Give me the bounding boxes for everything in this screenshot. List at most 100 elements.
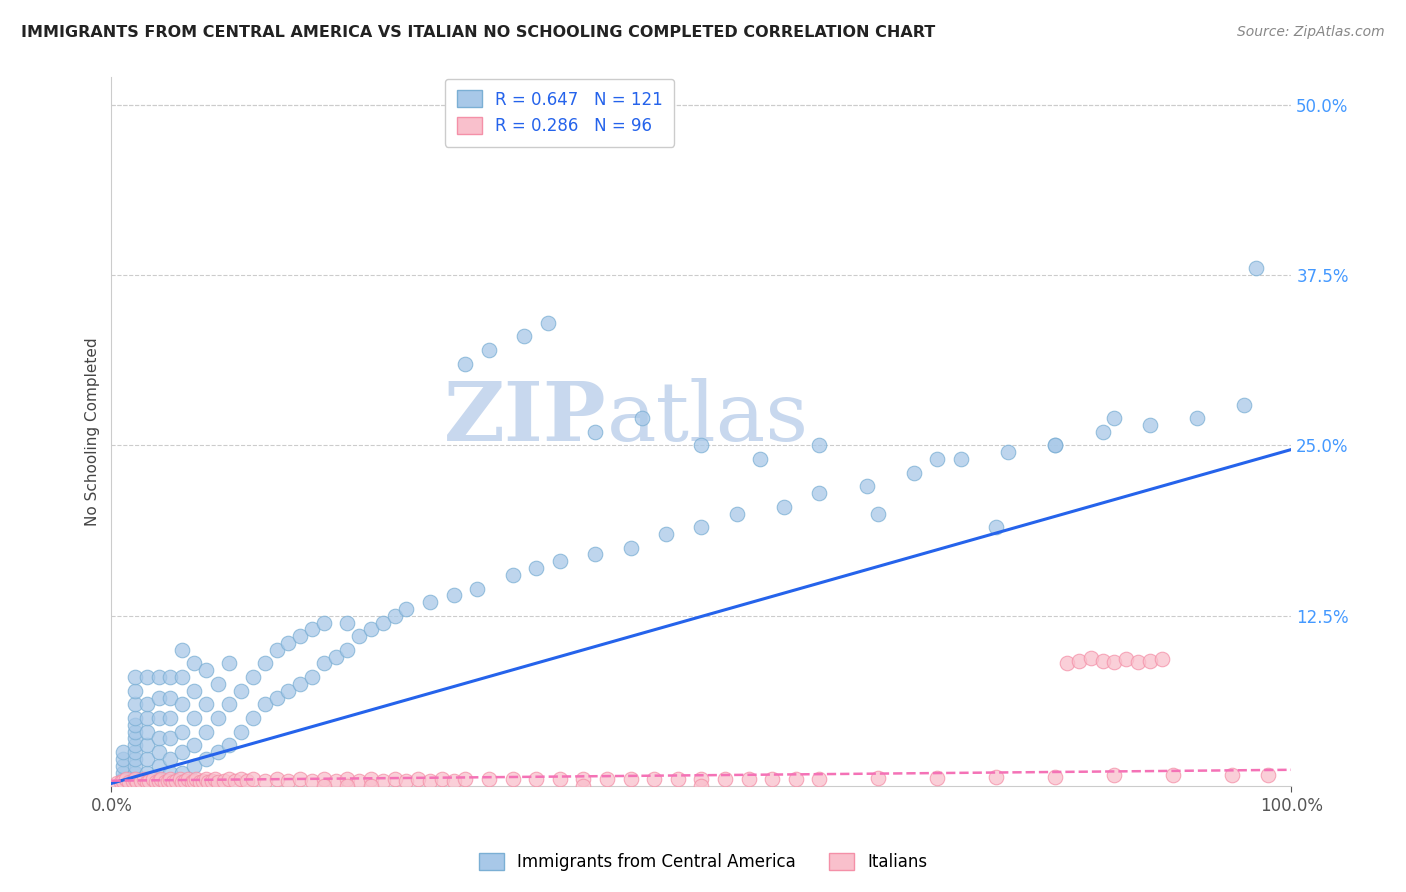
- Point: [134, 772, 156, 787]
- Point: [157, 773, 180, 788]
- Point: [785, 772, 807, 787]
- Point: [360, 772, 382, 787]
- Point: [253, 773, 276, 788]
- Point: [312, 657, 335, 671]
- Point: [201, 773, 224, 788]
- Point: [148, 758, 170, 772]
- Point: [312, 779, 335, 793]
- Point: [124, 772, 146, 787]
- Point: [1056, 657, 1078, 671]
- Point: [145, 775, 167, 789]
- Point: [124, 718, 146, 732]
- Point: [1139, 654, 1161, 668]
- Point: [454, 357, 477, 371]
- Point: [1045, 438, 1067, 452]
- Point: [1163, 768, 1185, 782]
- Point: [478, 343, 501, 357]
- Point: [183, 711, 205, 725]
- Point: [478, 772, 501, 787]
- Point: [1045, 438, 1067, 452]
- Point: [502, 568, 524, 582]
- Point: [207, 745, 229, 759]
- Point: [153, 775, 176, 789]
- Point: [112, 773, 135, 788]
- Point: [548, 554, 571, 568]
- Point: [207, 711, 229, 725]
- Point: [159, 690, 181, 705]
- Point: [165, 773, 187, 788]
- Point: [124, 738, 146, 752]
- Legend: R = 0.647   N = 121, R = 0.286   N = 96: R = 0.647 N = 121, R = 0.286 N = 96: [446, 78, 675, 146]
- Point: [524, 561, 547, 575]
- Point: [360, 779, 382, 793]
- Point: [197, 775, 219, 789]
- Point: [371, 615, 394, 630]
- Point: [172, 765, 194, 780]
- Point: [159, 670, 181, 684]
- Point: [596, 772, 619, 787]
- Point: [868, 771, 890, 785]
- Point: [986, 520, 1008, 534]
- Point: [312, 615, 335, 630]
- Point: [808, 772, 831, 787]
- Point: [277, 773, 299, 788]
- Point: [124, 698, 146, 712]
- Point: [124, 752, 146, 766]
- Point: [1220, 768, 1243, 782]
- Point: [266, 690, 288, 705]
- Point: [1115, 652, 1137, 666]
- Point: [1091, 654, 1114, 668]
- Point: [177, 772, 200, 787]
- Point: [631, 411, 654, 425]
- Point: [148, 711, 170, 725]
- Point: [749, 452, 772, 467]
- Point: [124, 683, 146, 698]
- Point: [1067, 654, 1090, 668]
- Point: [207, 775, 229, 789]
- Point: [1244, 261, 1267, 276]
- Point: [619, 541, 641, 555]
- Point: [218, 698, 240, 712]
- Point: [336, 615, 359, 630]
- Point: [643, 772, 665, 787]
- Point: [183, 738, 205, 752]
- Point: [207, 677, 229, 691]
- Point: [135, 772, 157, 787]
- Point: [135, 738, 157, 752]
- Point: [253, 657, 276, 671]
- Point: [419, 773, 441, 788]
- Point: [183, 657, 205, 671]
- Point: [172, 745, 194, 759]
- Point: [118, 775, 141, 789]
- Point: [1045, 770, 1067, 784]
- Point: [371, 773, 394, 788]
- Point: [129, 773, 152, 788]
- Point: [124, 670, 146, 684]
- Point: [347, 629, 370, 643]
- Point: [194, 724, 217, 739]
- Point: [619, 772, 641, 787]
- Point: [301, 623, 323, 637]
- Point: [148, 690, 170, 705]
- Point: [112, 758, 135, 772]
- Point: [159, 711, 181, 725]
- Text: IMMIGRANTS FROM CENTRAL AMERICA VS ITALIAN NO SCHOOLING COMPLETED CORRELATION CH: IMMIGRANTS FROM CENTRAL AMERICA VS ITALI…: [21, 25, 935, 40]
- Point: [1233, 398, 1256, 412]
- Point: [325, 773, 347, 788]
- Point: [242, 711, 264, 725]
- Point: [172, 670, 194, 684]
- Point: [242, 772, 264, 787]
- Point: [903, 466, 925, 480]
- Point: [218, 657, 240, 671]
- Point: [572, 772, 595, 787]
- Point: [172, 775, 194, 789]
- Point: [997, 445, 1019, 459]
- Point: [183, 683, 205, 698]
- Point: [110, 775, 132, 789]
- Point: [138, 773, 160, 788]
- Point: [159, 731, 181, 746]
- Point: [148, 745, 170, 759]
- Point: [690, 772, 713, 787]
- Point: [761, 772, 783, 787]
- Point: [583, 425, 606, 439]
